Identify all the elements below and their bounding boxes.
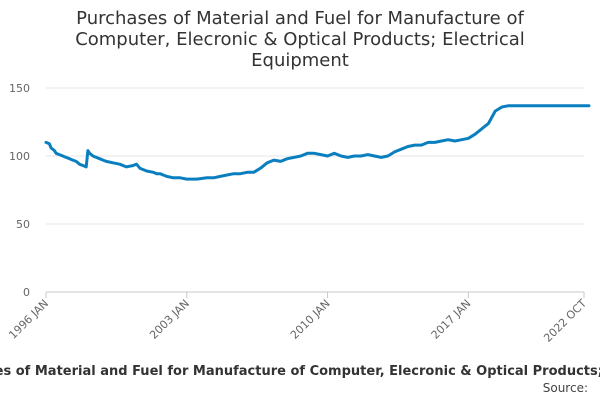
footer-source: Source: (542, 381, 588, 395)
x-tick-label: 2003 JAN (147, 297, 192, 342)
x-tick-labels: 1996 JAN 2003 JAN 2010 JAN 2017 JAN 2022 OCT (6, 297, 589, 345)
footer-series-name: Purchases of Material and Fuel for Manuf… (0, 364, 600, 380)
y-tick-label: 50 (16, 218, 30, 231)
chart-title: Purchases of Material and Fuel for Manuf… (75, 8, 525, 71)
axis-layer (45, 291, 585, 298)
footer-series-label: Purchases of Material and Fuel for Manuf… (0, 364, 600, 379)
x-tick-label: 2010 JAN (288, 297, 333, 342)
grid-layer (46, 87, 584, 225)
x-tick-label: 2017 JAN (429, 297, 474, 342)
y-tick-label: 150 (9, 82, 30, 95)
series-layer (44, 104, 591, 181)
series-line (44, 104, 591, 181)
y-tick-label: 0 (23, 286, 30, 299)
x-tick-label: 1996 JAN (6, 297, 51, 342)
y-tick-labels: 0 50 100 150 (9, 82, 30, 299)
x-tick-label: 2022 OCT (541, 297, 589, 345)
y-tick-label: 100 (9, 150, 30, 163)
